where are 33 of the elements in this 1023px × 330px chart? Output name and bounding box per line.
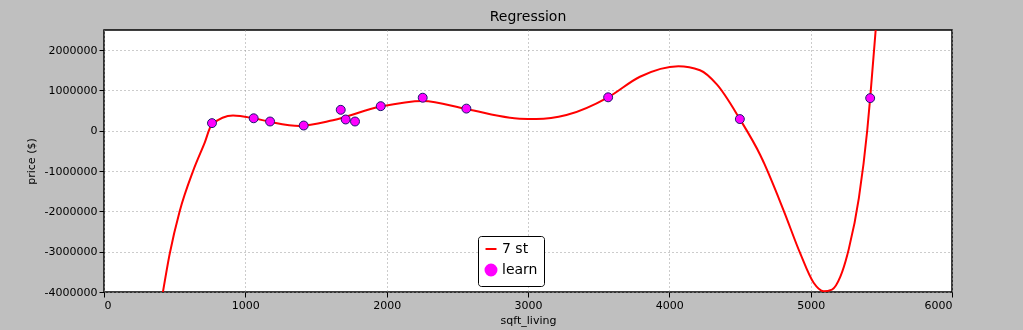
point (335, 104, 346, 115)
chart-title: Regression (489, 8, 567, 24)
y-axis-title: price ($) (24, 138, 38, 185)
point (350, 116, 360, 127)
point (865, 93, 876, 104)
point (375, 101, 386, 112)
point (207, 118, 217, 129)
line-series (161, 30, 877, 292)
point (265, 116, 276, 127)
point (734, 114, 745, 125)
y-tick-label: 0 (90, 124, 98, 138)
x-tick-label: 6000 (924, 298, 953, 312)
x-tick-label: 5000 (797, 298, 826, 312)
y-tick-label: -4000000 (44, 285, 98, 299)
y-tick-label: -2000000 (44, 204, 98, 218)
legend-label: 7 st (502, 240, 529, 256)
point (248, 113, 259, 124)
y-tick-label: 2000000 (48, 43, 98, 57)
point (340, 114, 351, 125)
x-tick-label: 3000 (514, 298, 543, 312)
legend-label: learn (502, 261, 538, 277)
x-tick-label: 1000 (231, 298, 260, 312)
y-tick-label: -3000000 (44, 245, 98, 259)
y-tick-label: 1000000 (48, 83, 98, 97)
point (461, 103, 472, 114)
x-axis-title: sqft_living (500, 313, 557, 327)
point (603, 92, 614, 103)
x-tick-label: 2000 (373, 298, 402, 312)
y-tick-label: -1000000 (44, 164, 98, 178)
x-tick-label: 4000 (655, 298, 684, 312)
point (417, 92, 428, 103)
x-tick-label: 0 (104, 298, 112, 312)
point (298, 120, 309, 131)
